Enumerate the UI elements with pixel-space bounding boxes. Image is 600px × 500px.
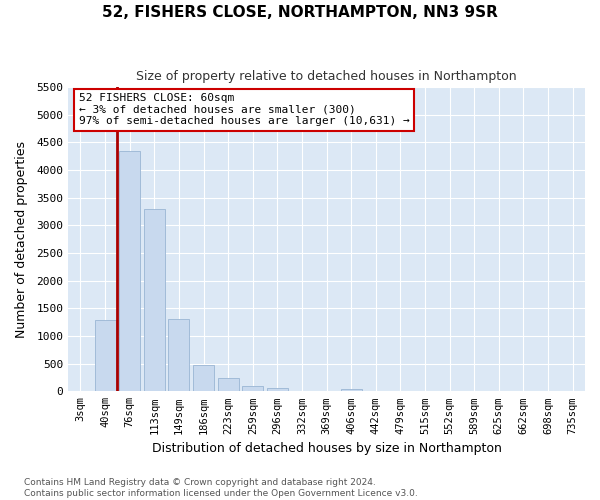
Text: 52, FISHERS CLOSE, NORTHAMPTON, NN3 9SR: 52, FISHERS CLOSE, NORTHAMPTON, NN3 9SR xyxy=(102,5,498,20)
Bar xyxy=(119,150,140,392)
Text: Contains HM Land Registry data © Crown copyright and database right 2024.
Contai: Contains HM Land Registry data © Crown c… xyxy=(24,478,418,498)
Bar xyxy=(144,208,165,392)
Bar xyxy=(242,386,263,392)
Y-axis label: Number of detached properties: Number of detached properties xyxy=(15,140,28,338)
Bar xyxy=(341,388,362,392)
Bar xyxy=(193,364,214,392)
Title: Size of property relative to detached houses in Northampton: Size of property relative to detached ho… xyxy=(136,70,517,83)
Bar xyxy=(218,378,239,392)
X-axis label: Distribution of detached houses by size in Northampton: Distribution of detached houses by size … xyxy=(152,442,502,455)
Bar xyxy=(267,388,288,392)
Bar xyxy=(169,320,190,392)
Bar xyxy=(292,391,313,392)
Bar xyxy=(95,320,116,392)
Text: 52 FISHERS CLOSE: 60sqm
← 3% of detached houses are smaller (300)
97% of semi-de: 52 FISHERS CLOSE: 60sqm ← 3% of detached… xyxy=(79,93,409,126)
